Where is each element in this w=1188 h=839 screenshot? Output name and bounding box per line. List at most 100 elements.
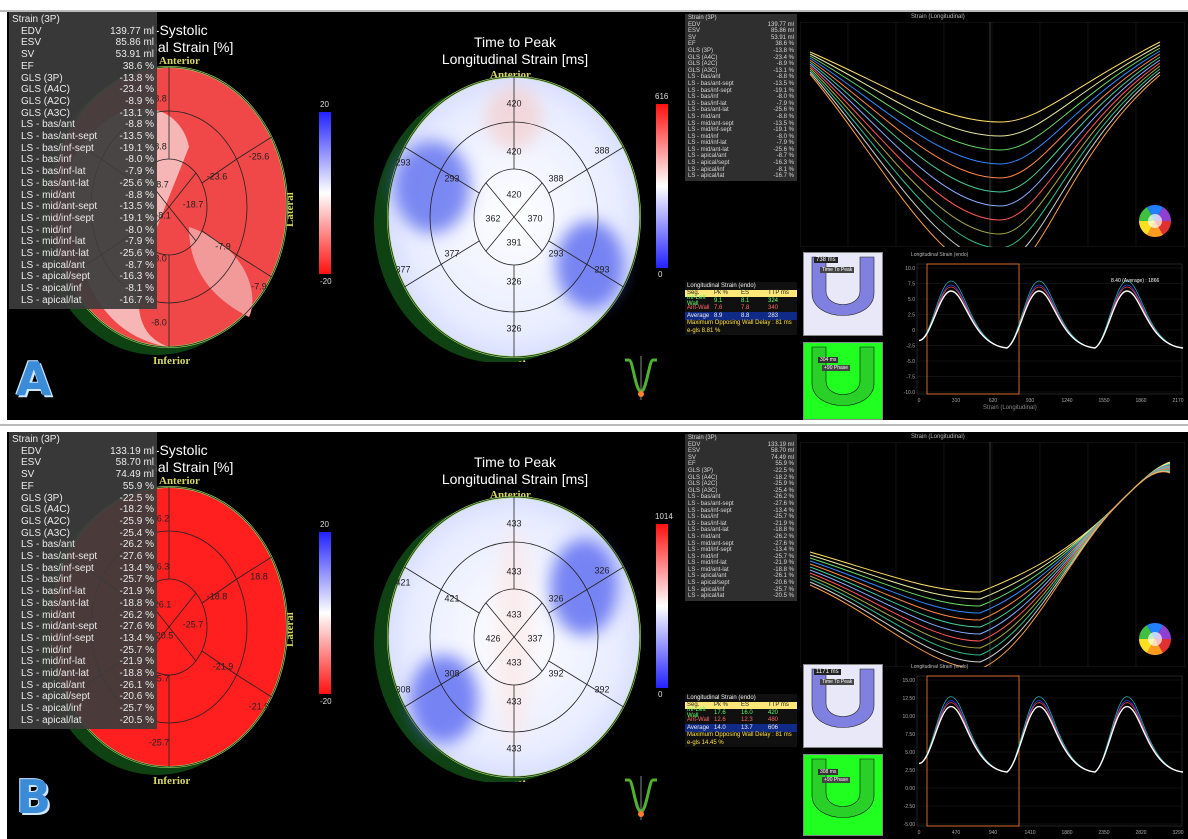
- row-value: -8.8 %: [125, 189, 154, 201]
- table-row: LS - bas/ant-sept -27.6 %: [9, 551, 157, 563]
- row-label: GLS (A3C): [21, 527, 70, 539]
- strain-curve-icon[interactable]: [623, 354, 659, 402]
- strain-colorbar-min: -20: [320, 277, 332, 286]
- table-row: ESV 58.70 ml: [9, 457, 157, 469]
- strain-segment-value: -8.0: [151, 317, 167, 327]
- ttp-segment-value: 392: [594, 684, 609, 694]
- ttp-bullseye: 433 433 433 326 326 421 421 426 337 433 308 308 433 4…: [374, 496, 641, 782]
- table-row: LS - bas/inf-lat -21.9 %: [685, 521, 797, 528]
- table-row: ESV 85.86 ml: [685, 28, 797, 35]
- row-value: -25.7 %: [119, 574, 154, 586]
- strain-waveform-chart: 10.07.55.02.50-2.5-5.0-7.5-10.00 310 620 93…: [904, 263, 1184, 404]
- table-row: LS - mid/inf -25.7 %: [9, 645, 157, 657]
- ttp-segment-value: 326: [548, 593, 563, 603]
- table-row: GLS (3P) -13.8 %: [685, 48, 797, 55]
- strain-anterior-label: Anterior: [159, 475, 200, 487]
- strain-segment-value: -18.7: [183, 199, 204, 209]
- row-label: LS - apical/inf: [688, 586, 725, 593]
- ttp-time-label: 1171 ms: [814, 669, 841, 675]
- strain-curve-line: [809, 471, 1171, 667]
- table-row: LS - bas/ant -8.8 %: [685, 74, 797, 81]
- row-value: -8.1 %: [125, 283, 154, 295]
- ls-gls-text: e-gls 14.45 %: [687, 739, 724, 746]
- row-value: -21.9 %: [773, 560, 794, 567]
- x-tick-label: 0: [918, 398, 921, 404]
- ttp-segment-value: 392: [548, 668, 563, 678]
- row-value: -25.7 %: [773, 553, 794, 560]
- row-value: -7.9 %: [776, 100, 794, 107]
- ls-box-average: Average 8.9 8.8 283: [685, 312, 797, 320]
- row-value: -25.7 %: [773, 586, 794, 593]
- row-label: LS - bas/inf-lat: [21, 586, 86, 598]
- strain-curve-line: [809, 50, 1161, 165]
- row-label: SV: [688, 454, 697, 461]
- segment-color-wheel-icon[interactable]: [1138, 204, 1172, 238]
- ttp-segment-divider: [404, 146, 442, 170]
- row-label: LS - bas/ant-lat: [688, 527, 729, 534]
- row-label: LS - bas/inf: [688, 514, 719, 521]
- ls-average-cell: 8.9: [714, 312, 723, 319]
- table-row: LS - bas/ant-sept -13.5 %: [9, 131, 157, 143]
- x-tick-label: 940: [989, 830, 998, 836]
- curve-chart-title: Strain (Longitudinal): [911, 14, 965, 20]
- ttp-segment-value: 362: [485, 213, 500, 223]
- y-tick-label: 0: [912, 328, 915, 334]
- ls-cell: 420: [768, 709, 779, 716]
- row-label: LS - mid/inf-sept: [21, 212, 94, 224]
- row-value: -27.6 %: [119, 551, 154, 563]
- table-row: LS - apical/ant -8.7 %: [685, 153, 797, 160]
- ttp-segment-divider: [404, 566, 442, 590]
- ttp-segment-value: 421: [395, 577, 410, 587]
- row-label: LS - mid/inf-lat: [688, 560, 727, 567]
- strain-curve-icon[interactable]: [623, 774, 659, 822]
- strain-anterior-label: Anterior: [159, 55, 200, 67]
- ttp-bullseye: 420 420 420 388 388 293 293 362 370 391 377 377 326 3…: [374, 76, 641, 362]
- segment-color-wheel-icon[interactable]: [1138, 622, 1172, 656]
- y-tick-label: 7.50: [905, 732, 915, 738]
- row-label: LS - mid/inf-sept: [21, 632, 94, 644]
- row-value: -20.6 %: [773, 580, 794, 587]
- row-value: 53.91 ml: [770, 34, 794, 41]
- table-row: EDV 139.77 ml: [685, 22, 797, 29]
- table-row: LS - bas/ant -26.2 %: [685, 494, 797, 501]
- row-label: LS - apical/lat: [688, 173, 725, 180]
- ttp-segment-value: 433: [506, 657, 521, 667]
- ttp-u-plot: 1171 ms Time To Peak: [803, 664, 883, 748]
- table-row: LS - bas/inf-sept -19.1 %: [685, 88, 797, 95]
- row-value: -19.1 %: [119, 212, 154, 224]
- strain-curve-line: [809, 68, 1161, 247]
- row-value: -13.5 %: [119, 201, 154, 213]
- ls-delay-text: Maximum Opposing Wall Delay : 81 ms: [687, 320, 792, 327]
- strain-segment-value: -26.3: [149, 561, 170, 571]
- longitudinal-strain-box: Longitudinal Strain (endo) Seg. Pk % ES TTP …: [685, 694, 797, 747]
- ttp-colorbar: [656, 524, 668, 688]
- table-row: GLS (3P) -22.5 %: [9, 493, 157, 505]
- table-row: GLS (A3C) -25.4 %: [685, 488, 797, 495]
- ls-cell: 16.0: [741, 709, 753, 716]
- row-label: GLS (A2C): [688, 61, 718, 68]
- strain-curve-line: [809, 53, 1161, 179]
- strain-colorbar-max: 20: [320, 520, 329, 529]
- strain-inferior-label: Inferior: [153, 355, 191, 367]
- strain-colorbar: [319, 532, 331, 694]
- row-value: -26.1 %: [773, 573, 794, 580]
- row-value: -23.4 %: [773, 54, 794, 61]
- table-row: EDV 139.77 ml: [9, 26, 157, 38]
- strain-segment-divider: [201, 650, 238, 676]
- table-row: LS - apical/inf -8.1 %: [685, 167, 797, 174]
- row-label: LS - bas/inf-sept: [21, 562, 94, 574]
- ls-box-average: Average 14.0 13.7 606: [685, 724, 797, 732]
- row-label: LS - apical/lat: [21, 714, 82, 726]
- row-value: -8.9 %: [125, 95, 154, 107]
- strain-segment-value: 18.8: [250, 571, 268, 581]
- ls-cell: 340: [768, 305, 779, 312]
- row-label: LS - apical/inf: [21, 283, 82, 295]
- ls-average-cell: Average: [687, 724, 710, 731]
- table-row: Strain (3P): [685, 435, 797, 442]
- ttp-segment-value: 293: [548, 248, 563, 258]
- strain-segment-value: -26.2: [149, 513, 170, 523]
- row-label: LS - apical/ant: [21, 259, 85, 271]
- row-value: -13.1 %: [773, 67, 794, 74]
- row-label: LS - bas/ant: [688, 494, 721, 501]
- ttp-segment-divider: [404, 684, 442, 708]
